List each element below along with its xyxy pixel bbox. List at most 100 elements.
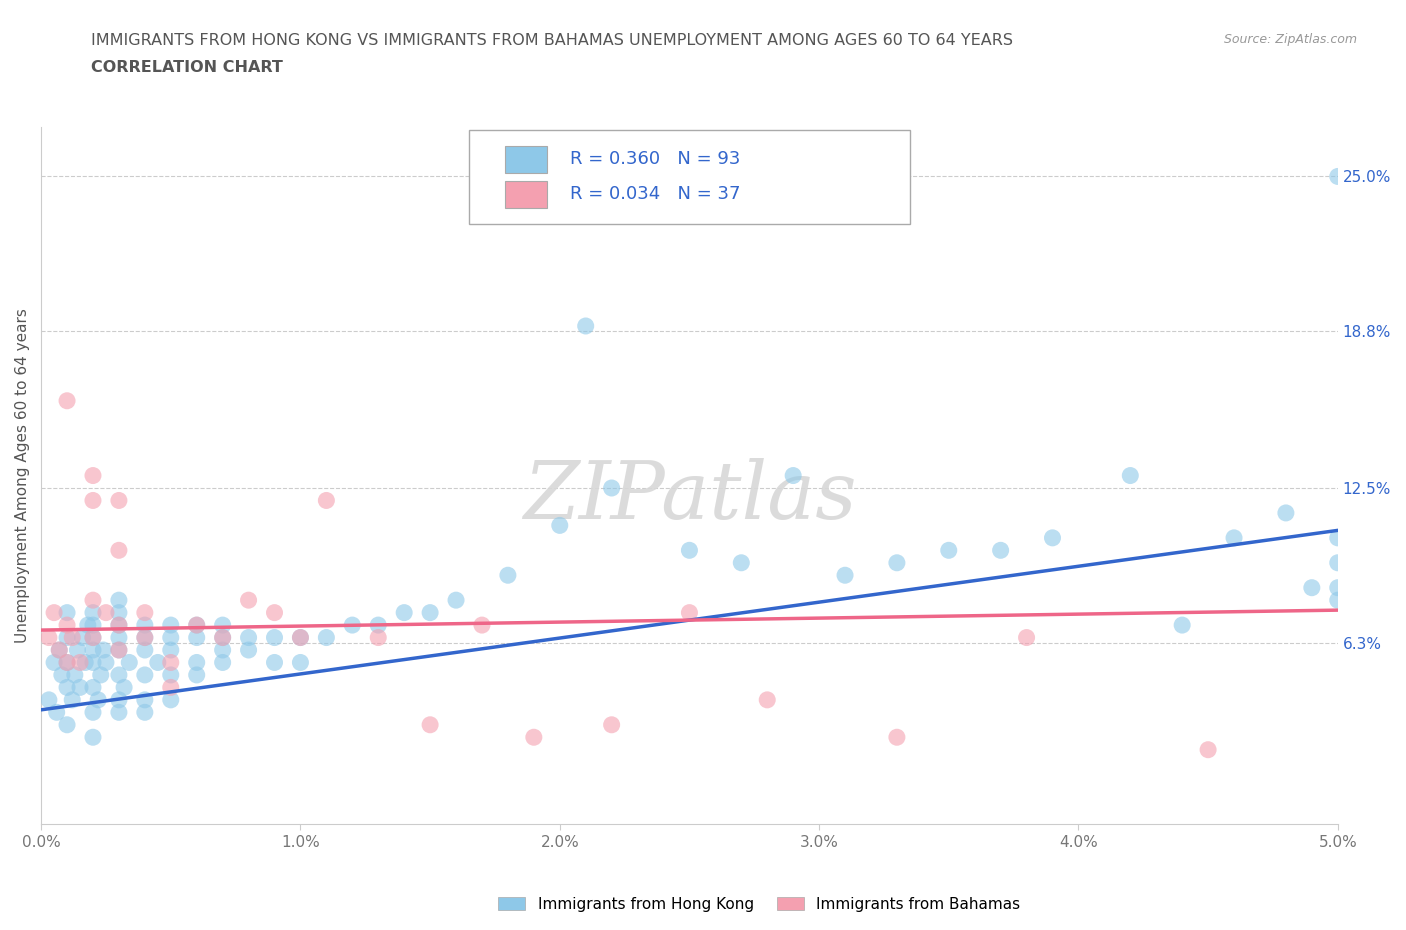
Point xyxy=(990,543,1012,558)
Point xyxy=(75,655,97,670)
Point xyxy=(94,655,117,670)
Point xyxy=(186,655,208,670)
Point xyxy=(94,605,117,620)
Point xyxy=(263,631,285,645)
Point xyxy=(134,668,156,683)
Y-axis label: Unemployment Among Ages 60 to 64 years: Unemployment Among Ages 60 to 64 years xyxy=(15,308,30,643)
Point xyxy=(523,730,546,745)
Point xyxy=(730,555,752,570)
Point xyxy=(548,518,571,533)
Point xyxy=(938,543,960,558)
Point xyxy=(134,705,156,720)
Point xyxy=(108,618,131,632)
Point xyxy=(108,605,131,620)
Point xyxy=(159,643,181,658)
Point xyxy=(211,631,233,645)
Point xyxy=(56,680,79,695)
Point xyxy=(211,643,233,658)
Legend: Immigrants from Hong Kong, Immigrants from Bahamas: Immigrants from Hong Kong, Immigrants fr… xyxy=(492,890,1026,918)
Text: IMMIGRANTS FROM HONG KONG VS IMMIGRANTS FROM BAHAMAS UNEMPLOYMENT AMONG AGES 60 : IMMIGRANTS FROM HONG KONG VS IMMIGRANTS … xyxy=(91,33,1014,47)
Point xyxy=(1326,169,1348,184)
Point xyxy=(211,631,233,645)
Point xyxy=(146,655,169,670)
Point xyxy=(342,618,364,632)
Point xyxy=(108,643,131,658)
Point xyxy=(290,631,312,645)
Point xyxy=(48,643,70,658)
Point xyxy=(108,705,131,720)
Point xyxy=(367,618,389,632)
Point xyxy=(315,631,337,645)
Point xyxy=(367,631,389,645)
Point xyxy=(38,631,60,645)
Point xyxy=(82,655,104,670)
Point xyxy=(159,680,181,695)
Point xyxy=(60,693,83,708)
Point xyxy=(159,693,181,708)
Point xyxy=(82,618,104,632)
Point xyxy=(1223,530,1246,545)
Text: R = 0.034   N = 37: R = 0.034 N = 37 xyxy=(571,185,741,204)
Point xyxy=(82,643,104,658)
Point xyxy=(238,592,260,607)
Point xyxy=(51,668,73,683)
Point xyxy=(56,631,79,645)
Point xyxy=(108,592,131,607)
Point xyxy=(82,493,104,508)
Point xyxy=(56,655,79,670)
Point xyxy=(678,543,700,558)
Point xyxy=(1301,580,1323,595)
Point xyxy=(1326,580,1348,595)
Point xyxy=(290,655,312,670)
Point xyxy=(82,680,104,695)
Point xyxy=(60,631,83,645)
FancyBboxPatch shape xyxy=(505,146,547,173)
Point xyxy=(82,468,104,483)
Point xyxy=(82,605,104,620)
Point xyxy=(238,643,260,658)
Point xyxy=(38,693,60,708)
Point xyxy=(186,668,208,683)
Point xyxy=(756,693,779,708)
Point xyxy=(108,668,131,683)
Point xyxy=(108,693,131,708)
Point xyxy=(82,592,104,607)
Point xyxy=(134,631,156,645)
Point xyxy=(108,543,131,558)
Point xyxy=(134,618,156,632)
Point xyxy=(238,631,260,645)
Point xyxy=(76,618,98,632)
Point xyxy=(93,643,115,658)
Point xyxy=(834,568,856,583)
Point xyxy=(1119,468,1142,483)
Point xyxy=(1326,530,1348,545)
Text: Source: ZipAtlas.com: Source: ZipAtlas.com xyxy=(1223,33,1357,46)
Point xyxy=(186,618,208,632)
Point xyxy=(45,705,67,720)
Point xyxy=(392,605,415,620)
Point xyxy=(600,481,623,496)
FancyBboxPatch shape xyxy=(505,181,547,207)
Point xyxy=(69,655,91,670)
Point xyxy=(290,631,312,645)
Text: ZIPatlas: ZIPatlas xyxy=(523,458,856,536)
Point xyxy=(1171,618,1194,632)
Point xyxy=(1326,592,1348,607)
Point xyxy=(419,605,441,620)
Point xyxy=(90,668,112,683)
Point xyxy=(56,618,79,632)
Point xyxy=(886,555,908,570)
Point xyxy=(82,730,104,745)
Text: CORRELATION CHART: CORRELATION CHART xyxy=(91,60,283,75)
Point xyxy=(134,631,156,645)
Point xyxy=(87,693,110,708)
Point xyxy=(263,655,285,670)
Point xyxy=(108,618,131,632)
Point xyxy=(72,631,94,645)
Point xyxy=(1042,530,1064,545)
FancyBboxPatch shape xyxy=(470,130,910,224)
Point xyxy=(678,605,700,620)
Point xyxy=(211,655,233,670)
Point xyxy=(66,643,89,658)
Point xyxy=(108,643,131,658)
